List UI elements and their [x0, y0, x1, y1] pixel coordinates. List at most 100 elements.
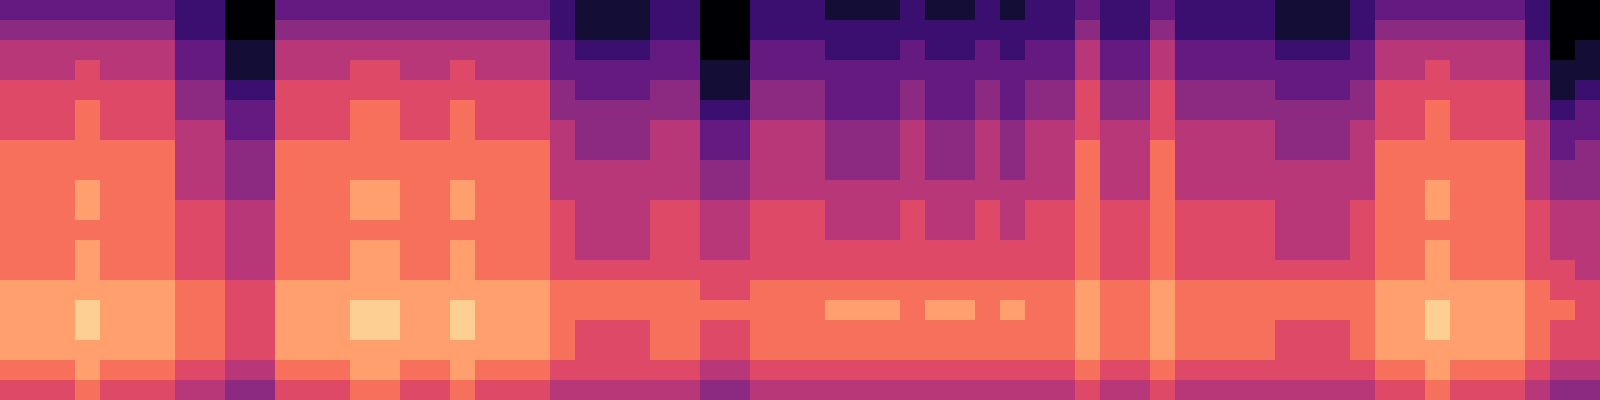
- heatmap-cell: [1475, 60, 1501, 81]
- heatmap-cell: [75, 40, 101, 61]
- heatmap-cell: [1550, 60, 1576, 81]
- heatmap-cell: [75, 340, 101, 361]
- heatmap-cell: [1200, 20, 1226, 41]
- heatmap-cell: [775, 260, 801, 281]
- heatmap-cell: [475, 100, 501, 121]
- heatmap-cell: [1100, 100, 1126, 121]
- heatmap-cell: [75, 220, 101, 241]
- heatmap-cell: [125, 120, 151, 141]
- heatmap-cell: [25, 180, 51, 201]
- heatmap-cell: [900, 260, 926, 281]
- heatmap-cell: [1525, 200, 1551, 221]
- heatmap-cell: [1325, 40, 1351, 61]
- heatmap-cell: [525, 140, 551, 161]
- heatmap-cell: [325, 60, 351, 81]
- heatmap-cell: [625, 100, 651, 121]
- heatmap-cell: [425, 140, 451, 161]
- heatmap-cell: [325, 360, 351, 381]
- heatmap-cell: [275, 360, 301, 381]
- heatmap-cell: [575, 0, 601, 21]
- heatmap-cell: [1150, 380, 1176, 400]
- heatmap-cell: [400, 320, 426, 341]
- heatmap-cell: [50, 100, 76, 121]
- heatmap-cell: [1275, 160, 1301, 181]
- heatmap-cell: [1100, 380, 1126, 400]
- heatmap-cell: [450, 40, 476, 61]
- heatmap-cell: [1500, 280, 1526, 301]
- heatmap-cell: [550, 220, 576, 241]
- heatmap-cell: [325, 80, 351, 101]
- heatmap-cell: [825, 380, 851, 400]
- heatmap-cell: [425, 300, 451, 321]
- heatmap-cell: [25, 140, 51, 161]
- heatmap-cell: [725, 320, 751, 341]
- heatmap-cell: [600, 360, 626, 381]
- heatmap-cell: [950, 220, 976, 241]
- heatmap-cell: [1575, 60, 1600, 81]
- heatmap-cell: [925, 280, 951, 301]
- heatmap-cell: [675, 280, 701, 301]
- heatmap-cell: [925, 360, 951, 381]
- heatmap-cell: [1175, 380, 1201, 400]
- heatmap-cell: [800, 160, 826, 181]
- heatmap-cell: [1425, 360, 1451, 381]
- heatmap-cell: [0, 220, 26, 241]
- heatmap-cell: [700, 80, 726, 101]
- heatmap-cell: [1000, 80, 1026, 101]
- heatmap-cell: [150, 360, 176, 381]
- heatmap-cell: [0, 260, 26, 281]
- heatmap-cell: [1000, 140, 1026, 161]
- heatmap-cell: [1550, 360, 1576, 381]
- heatmap-cell: [50, 260, 76, 281]
- heatmap-cell: [1475, 320, 1501, 341]
- heatmap-cell: [650, 300, 676, 321]
- heatmap-cell: [1275, 300, 1301, 321]
- heatmap-cell: [525, 200, 551, 221]
- heatmap-cell: [0, 40, 26, 61]
- heatmap-cell: [400, 140, 426, 161]
- heatmap-cell: [300, 380, 326, 400]
- heatmap-cell: [0, 340, 26, 361]
- heatmap-cell: [200, 200, 226, 221]
- heatmap-cell: [1575, 260, 1600, 281]
- heatmap-cell: [925, 380, 951, 400]
- heatmap-cell: [550, 160, 576, 181]
- heatmap-cell: [150, 340, 176, 361]
- heatmap-cell: [250, 240, 276, 261]
- heatmap-cell: [1250, 180, 1276, 201]
- heatmap-cell: [250, 200, 276, 221]
- heatmap-cell: [400, 0, 426, 21]
- heatmap-cell: [475, 240, 501, 261]
- heatmap-cell: [1375, 340, 1401, 361]
- heatmap-cell: [1350, 260, 1376, 281]
- heatmap-cell: [850, 100, 876, 121]
- heatmap-cell: [1550, 340, 1576, 361]
- heatmap-cell: [500, 220, 526, 241]
- heatmap-cell: [1400, 160, 1426, 181]
- heatmap-cell: [1525, 20, 1551, 41]
- heatmap-cell: [1125, 120, 1151, 141]
- heatmap-cell: [925, 300, 951, 321]
- heatmap-cell: [1025, 20, 1051, 41]
- heatmap-cell: [1025, 380, 1051, 400]
- heatmap-cell: [25, 60, 51, 81]
- heatmap-cell: [1550, 300, 1576, 321]
- heatmap-cell: [975, 360, 1001, 381]
- heatmap-cell: [175, 300, 201, 321]
- heatmap-cell: [25, 20, 51, 41]
- heatmap-cell: [1400, 200, 1426, 221]
- heatmap-cell: [650, 0, 676, 21]
- heatmap-cell: [350, 0, 376, 21]
- heatmap-cell: [525, 240, 551, 261]
- heatmap-cell: [1100, 80, 1126, 101]
- heatmap-cell: [525, 120, 551, 141]
- heatmap-cell: [850, 180, 876, 201]
- heatmap-cell: [200, 180, 226, 201]
- heatmap-cell: [0, 240, 26, 261]
- heatmap-cell: [1475, 100, 1501, 121]
- heatmap-cell: [500, 40, 526, 61]
- heatmap-cell: [1150, 0, 1176, 21]
- heatmap-cell: [325, 300, 351, 321]
- heatmap-cell: [1175, 300, 1201, 321]
- heatmap-cell: [1000, 60, 1026, 81]
